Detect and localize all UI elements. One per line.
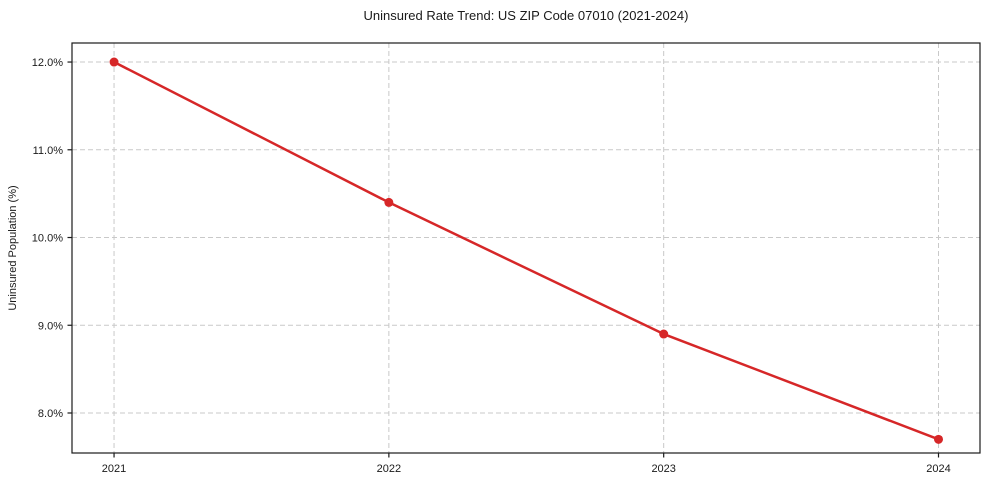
chart-title: Uninsured Rate Trend: US ZIP Code 07010 … xyxy=(363,8,689,23)
data-point-2022 xyxy=(384,197,394,207)
data-point-2024 xyxy=(934,434,944,444)
y-tick-label: 11.0% xyxy=(33,145,64,157)
y-tick-label: 9.0% xyxy=(38,320,63,332)
x-tick-label: 2023 xyxy=(651,463,675,475)
x-tick-label: 2021 xyxy=(102,463,126,475)
y-tick-label: 10.0% xyxy=(32,233,63,245)
data-point-2023 xyxy=(659,329,669,339)
y-tick-label: 12.0% xyxy=(32,57,63,69)
y-tick-label: 8.0% xyxy=(38,408,63,420)
data-point-2021 xyxy=(109,57,119,67)
x-tick-label: 2022 xyxy=(377,463,401,475)
trend-line xyxy=(112,60,940,441)
x-tick-label: 2024 xyxy=(926,463,950,475)
plot-border xyxy=(71,42,981,454)
